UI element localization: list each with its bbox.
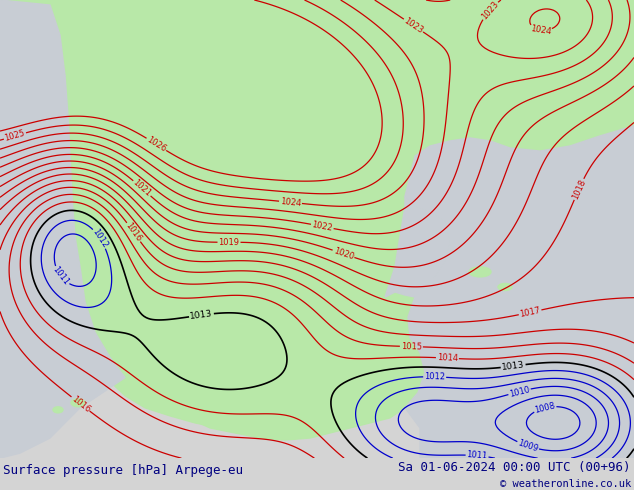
Text: 1025: 1025 [4, 129, 26, 143]
Text: 1017: 1017 [519, 306, 541, 319]
Ellipse shape [498, 283, 512, 291]
Text: Surface pressure [hPa] Arpege-eu: Surface pressure [hPa] Arpege-eu [3, 465, 243, 477]
Text: 1015: 1015 [401, 342, 422, 351]
Text: 1020: 1020 [332, 246, 355, 262]
Text: 1016: 1016 [124, 221, 143, 244]
Text: 1018: 1018 [571, 178, 587, 201]
Text: 1019: 1019 [219, 238, 240, 247]
Text: 1023: 1023 [479, 0, 500, 21]
Ellipse shape [469, 267, 491, 277]
Text: 1024: 1024 [529, 24, 552, 36]
Text: 1026: 1026 [145, 135, 168, 154]
Text: 1011: 1011 [466, 450, 488, 461]
Text: © weatheronline.co.uk: © weatheronline.co.uk [500, 479, 631, 490]
Polygon shape [0, 0, 634, 440]
Text: 1014: 1014 [437, 353, 458, 363]
Text: 1023: 1023 [402, 16, 425, 35]
Text: 1011: 1011 [51, 265, 71, 287]
Polygon shape [0, 0, 125, 458]
Text: Sa 01-06-2024 00:00 UTC (00+96): Sa 01-06-2024 00:00 UTC (00+96) [398, 461, 631, 473]
Text: 1021: 1021 [131, 178, 153, 198]
Ellipse shape [53, 407, 63, 413]
Text: 1010: 1010 [508, 385, 531, 398]
Text: 1009: 1009 [517, 438, 540, 454]
Polygon shape [80, 15, 425, 430]
Text: 1024: 1024 [280, 197, 301, 208]
Polygon shape [385, 196, 450, 297]
Text: 1008: 1008 [534, 401, 556, 415]
Text: 1013: 1013 [190, 309, 214, 321]
Polygon shape [405, 126, 634, 458]
Text: 1012: 1012 [424, 372, 445, 382]
Polygon shape [0, 0, 65, 75]
Ellipse shape [71, 399, 85, 407]
Text: 1012: 1012 [91, 227, 110, 250]
Text: 1016: 1016 [70, 394, 92, 414]
Text: 1022: 1022 [311, 220, 333, 233]
Text: 1013: 1013 [501, 360, 525, 372]
